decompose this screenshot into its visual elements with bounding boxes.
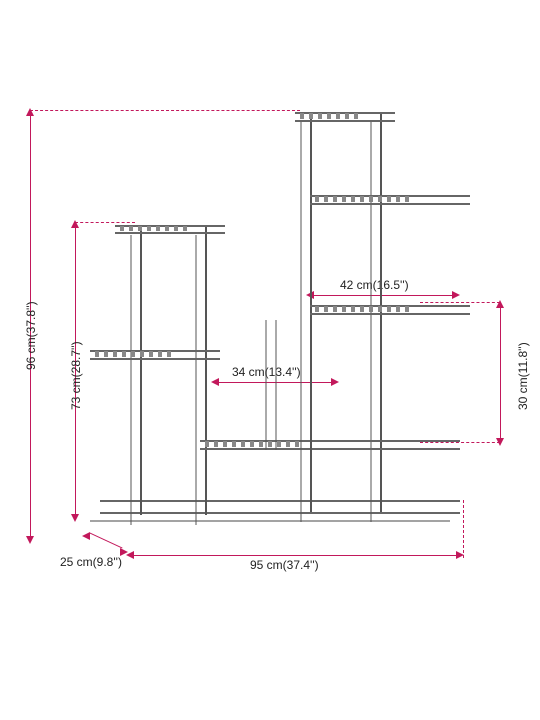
- dim-line-depth: [89, 532, 122, 548]
- product-line: [330, 448, 460, 450]
- product-line: [275, 320, 277, 450]
- label-depth: 25 cm(9.8''): [60, 555, 122, 569]
- dimension-diagram: 96 cm(37.8'') 73 cm(28.7'') 30 cm(11.8''…: [0, 0, 540, 720]
- product-line: [370, 122, 372, 522]
- dim-line-total-width: [130, 555, 460, 556]
- product-line: [115, 232, 225, 234]
- product-line: [265, 320, 267, 450]
- label-left-height: 73 cm(28.7''): [69, 341, 83, 410]
- product-line: [205, 225, 207, 515]
- dim-line-right-height: [500, 302, 501, 442]
- dim-extension: [420, 302, 500, 303]
- arrow-icon: [26, 536, 34, 544]
- product-line: [300, 122, 302, 522]
- product-line: [130, 235, 132, 525]
- arrow-icon: [211, 378, 219, 386]
- arrow-icon: [71, 514, 79, 522]
- shelf-slats: [300, 113, 390, 119]
- product-line: [380, 112, 382, 512]
- shelf-slats: [315, 306, 465, 312]
- product-line: [90, 358, 220, 360]
- arrow-icon: [82, 532, 90, 540]
- label-top-shelf: 42 cm(16.5''): [340, 278, 409, 292]
- dim-extension: [463, 500, 464, 558]
- product-line: [100, 512, 460, 514]
- product-line: [140, 225, 142, 515]
- product-line: [90, 520, 450, 522]
- product-line: [195, 235, 197, 525]
- dim-extension: [30, 110, 300, 111]
- arrow-icon: [452, 291, 460, 299]
- label-total-height: 96 cm(37.8''): [24, 301, 38, 370]
- product-line: [310, 112, 312, 512]
- product-line: [100, 500, 460, 502]
- shelf-slats: [120, 226, 220, 231]
- product-line: [295, 120, 395, 122]
- arrow-icon: [331, 378, 339, 386]
- label-right-height: 30 cm(11.8''): [516, 342, 530, 410]
- dim-line-top-shelf: [310, 295, 456, 296]
- product-line: [310, 313, 470, 315]
- dim-extension: [75, 222, 135, 223]
- product-line: [310, 203, 470, 205]
- shelf-slats: [95, 351, 215, 357]
- product-line: [330, 440, 460, 442]
- shelf-slats: [315, 196, 465, 202]
- dim-extension: [420, 442, 500, 443]
- label-total-width: 95 cm(37.4''): [250, 558, 319, 572]
